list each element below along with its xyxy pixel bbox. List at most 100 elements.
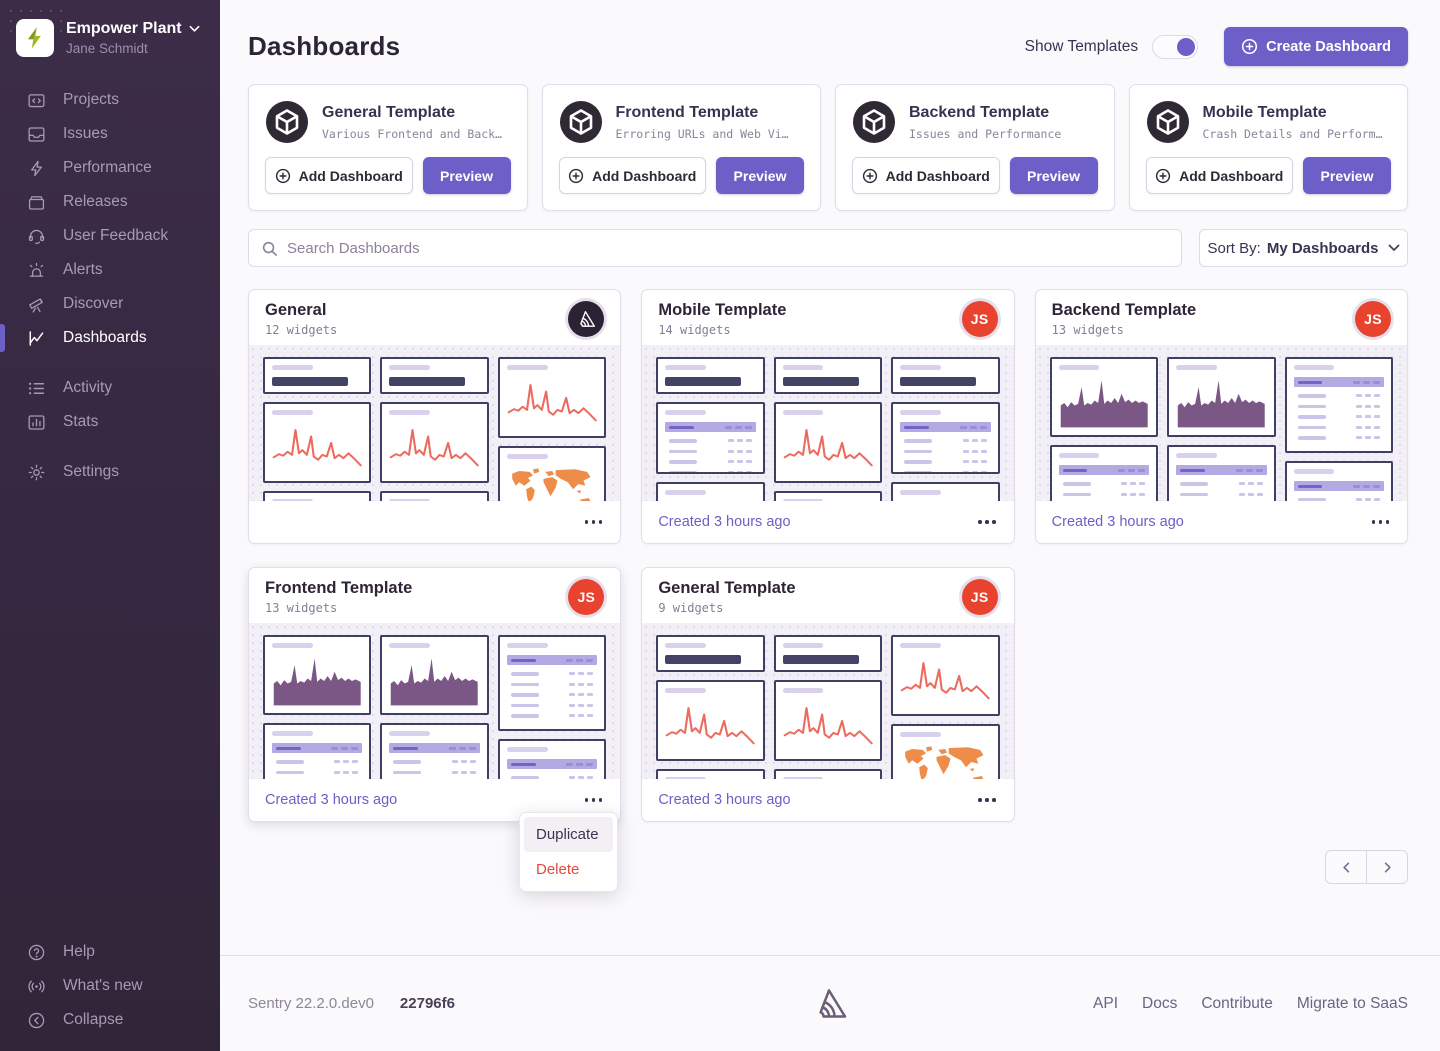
sidebar-item-user-feedback[interactable]: User Feedback	[0, 219, 220, 253]
dashboard-card[interactable]: General 12 widgets	[248, 289, 622, 544]
table-row	[1059, 492, 1149, 496]
sidebar-item-alerts[interactable]: Alerts	[0, 253, 220, 287]
sidebar-nav-primary: Projects Issues Performance Releases User Fe…	[0, 83, 220, 355]
dashboard-card[interactable]: Frontend Template 13 widgets JS Created 3 h…	[248, 567, 622, 822]
sidebar-item-help[interactable]: Help	[0, 935, 220, 969]
template-card-header: Frontend Template Erroring URLs and Web V…	[559, 100, 805, 144]
mini-widget-title-bar	[506, 747, 548, 752]
sidebar-item-performance[interactable]: Performance	[0, 151, 220, 185]
table-cell	[276, 770, 305, 774]
mini-widget-title-bar	[782, 777, 824, 779]
big-number-bar	[782, 377, 859, 386]
table-row	[665, 470, 755, 472]
search-input[interactable]	[287, 239, 1169, 257]
dashboard-card-footer	[249, 501, 621, 543]
dashboard-card-meta: Backend Template 13 widgets	[1052, 300, 1197, 337]
sidebar-item-discover[interactable]: Discover	[0, 287, 220, 321]
table-cells	[727, 449, 752, 453]
sidebar-item-activity[interactable]: Activity	[0, 371, 220, 405]
mini-widget-table	[497, 739, 607, 779]
sidebar-item-settings[interactable]: Settings	[0, 455, 220, 489]
sidebar-item-projects[interactable]: Projects	[0, 83, 220, 117]
table-cell	[510, 776, 539, 779]
sidebar-item-releases[interactable]: Releases	[0, 185, 220, 219]
dashboard-card[interactable]: General Template 9 widgets JS Created 3 hou…	[641, 567, 1015, 822]
preview-button[interactable]: Preview	[422, 157, 511, 194]
mini-widget-bignum	[773, 357, 883, 394]
mini-widget-line	[263, 402, 372, 483]
table-cells	[962, 470, 987, 472]
mini-widget-stub	[656, 482, 765, 501]
releases-icon	[27, 193, 46, 212]
footer-link-docs[interactable]: Docs	[1142, 994, 1178, 1012]
mini-widget-line	[773, 680, 883, 761]
preview-button[interactable]: Preview	[1009, 157, 1098, 194]
plus-circle-icon	[568, 168, 584, 184]
table-cells	[1121, 492, 1146, 496]
chevron-down-icon	[189, 25, 200, 33]
footer-link-migrate-to-saas[interactable]: Migrate to SaaS	[1296, 994, 1408, 1012]
show-templates-toggle[interactable]	[1152, 34, 1199, 59]
mini-widget-title-bar	[389, 643, 431, 648]
plus-circle-icon	[1241, 38, 1258, 55]
footer-link-contribute[interactable]: Contribute	[1201, 994, 1273, 1012]
dashboard-card-header: General Template 9 widgets JS	[642, 568, 1014, 623]
menu-item-duplicate[interactable]: Duplicate	[524, 817, 613, 852]
table-cells	[569, 672, 594, 676]
sidebar-item-dashboards[interactable]: Dashboards	[0, 321, 220, 355]
mini-widget-title-bar	[782, 499, 824, 501]
table-cells	[727, 470, 752, 472]
sidebar-item-collapse[interactable]: Collapse	[0, 1003, 220, 1037]
add-dashboard-button[interactable]: Add Dashboard	[852, 157, 1000, 194]
template-card: Backend Template Issues and Performance Ad…	[835, 84, 1115, 211]
table-row	[507, 693, 597, 697]
mini-widget-bignum	[773, 635, 883, 672]
preview-button[interactable]: Preview	[1303, 157, 1391, 194]
card-menu-button[interactable]	[583, 516, 605, 528]
org-switcher[interactable]: Empower Plant Jane Schmidt	[0, 0, 220, 71]
table-cell	[1062, 482, 1091, 486]
card-menu-button[interactable]	[976, 516, 998, 528]
table-cells	[569, 703, 594, 707]
template-card: Mobile Template Crash Details and Perform…	[1128, 84, 1408, 211]
card-menu-button[interactable]	[1370, 516, 1392, 528]
card-menu-button[interactable]	[583, 794, 605, 806]
dashboard-card[interactable]: Backend Template 13 widgets JS Created 3 ho…	[1034, 289, 1408, 544]
dashboard-title: Backend Template	[1051, 301, 1197, 319]
add-dashboard-button[interactable]: Add Dashboard	[265, 157, 413, 194]
mini-widget-area	[263, 635, 372, 715]
card-menu-button[interactable]	[976, 794, 998, 806]
table-cells	[1355, 425, 1380, 429]
preview-button[interactable]: Preview	[716, 157, 804, 194]
table-cell	[669, 460, 698, 464]
add-dashboard-button[interactable]: Add Dashboard	[558, 157, 706, 194]
preview-column	[497, 635, 607, 779]
previous-page-button[interactable]	[1325, 850, 1367, 884]
sort-dropdown[interactable]: Sort By: My Dashboards	[1199, 229, 1408, 267]
sidebar-item-stats[interactable]: Stats	[0, 405, 220, 439]
mini-widget-title-bar	[782, 410, 824, 415]
plus-circle-icon	[275, 168, 291, 184]
table-header-row	[1293, 481, 1384, 491]
dashboard-card-meta: Frontend Template 13 widgets	[265, 578, 412, 615]
mini-widget-title-bar	[1058, 453, 1100, 458]
table-cells	[334, 770, 359, 774]
footer-link-api[interactable]: API	[1093, 994, 1118, 1012]
table-header-row	[1176, 465, 1267, 475]
next-page-button[interactable]	[1366, 850, 1408, 884]
sidebar-item-label: Collapse	[63, 1011, 124, 1028]
table-header-cell	[393, 746, 419, 750]
dashboard-card[interactable]: Mobile Template 14 widgets JS Created 3 hou…	[641, 289, 1015, 544]
sidebar-item-whats-new[interactable]: What's new	[0, 969, 220, 1003]
preview-label: Preview	[1320, 167, 1374, 184]
table-header-cell	[1062, 468, 1088, 472]
preview-column	[773, 357, 883, 501]
create-dashboard-button[interactable]: Create Dashboard	[1224, 27, 1408, 66]
table-cell	[669, 470, 698, 472]
sidebar-item-label: User Feedback	[63, 227, 169, 244]
menu-item-delete[interactable]: Delete	[536, 861, 580, 878]
mini-widget-title-bar	[900, 365, 941, 370]
sidebar-item-issues[interactable]: Issues	[0, 117, 220, 151]
table-header-row	[506, 759, 598, 769]
add-dashboard-button[interactable]: Add Dashboard	[1145, 157, 1293, 194]
